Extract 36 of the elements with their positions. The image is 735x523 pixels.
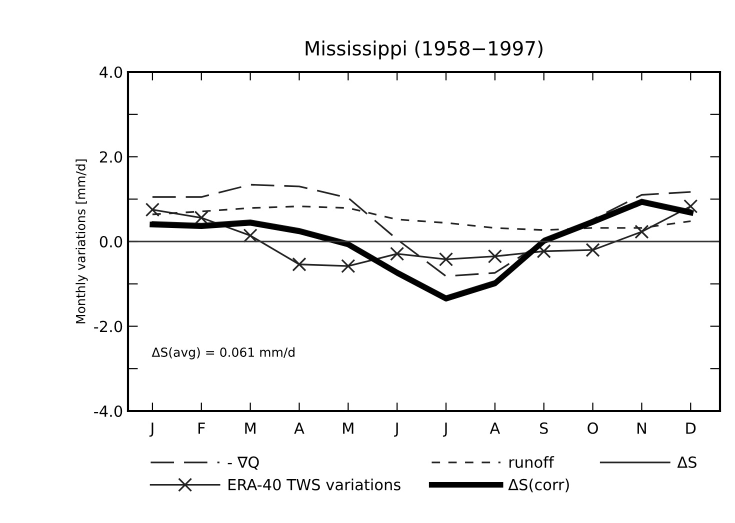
point xyxy=(194,210,208,225)
y-tick-label: -2.0 xyxy=(94,320,122,332)
y-tick-label: 2.0 xyxy=(100,151,122,163)
point xyxy=(488,249,502,264)
x-tick-label: J xyxy=(442,422,447,437)
legend-label: ΔS(corr) xyxy=(508,478,569,492)
point xyxy=(438,252,454,266)
point xyxy=(586,242,600,258)
point xyxy=(341,258,356,274)
chart-title: Mississippi (1958−1997) xyxy=(306,40,542,60)
point xyxy=(145,202,160,217)
x-tick-label: F xyxy=(198,422,205,434)
x-tick-label: D xyxy=(686,422,696,434)
legend-label: - ∇Q xyxy=(228,456,259,470)
x-tick-label: A xyxy=(490,422,500,434)
legend-label: runoff xyxy=(509,456,554,468)
x-tick-label: M xyxy=(245,422,256,434)
x-tick-label: M xyxy=(343,422,354,434)
annotation: ΔS(avg) = 0.061 mm/d xyxy=(152,347,294,360)
point xyxy=(292,257,306,272)
legend-label: ΔS xyxy=(677,456,696,468)
point xyxy=(684,199,698,214)
y-tick-label: 0.0 xyxy=(100,236,122,248)
x-tick-label: S xyxy=(540,422,548,434)
x-tick-label: J xyxy=(149,422,154,437)
x-tick-label: N xyxy=(638,422,646,434)
x-tick-label: J xyxy=(394,422,398,437)
point xyxy=(390,246,404,261)
x-tick-label: A xyxy=(294,422,304,434)
y-axis-title: Monthly variations [mm/d] xyxy=(76,160,88,324)
y-tick-label: 4.0 xyxy=(100,66,122,78)
point xyxy=(243,228,258,243)
x-tick-label: O xyxy=(588,422,598,434)
y-tick-label: -4.0 xyxy=(94,405,122,418)
legend-label: ERA-40 TWS variations xyxy=(228,478,400,490)
point xyxy=(634,224,649,239)
